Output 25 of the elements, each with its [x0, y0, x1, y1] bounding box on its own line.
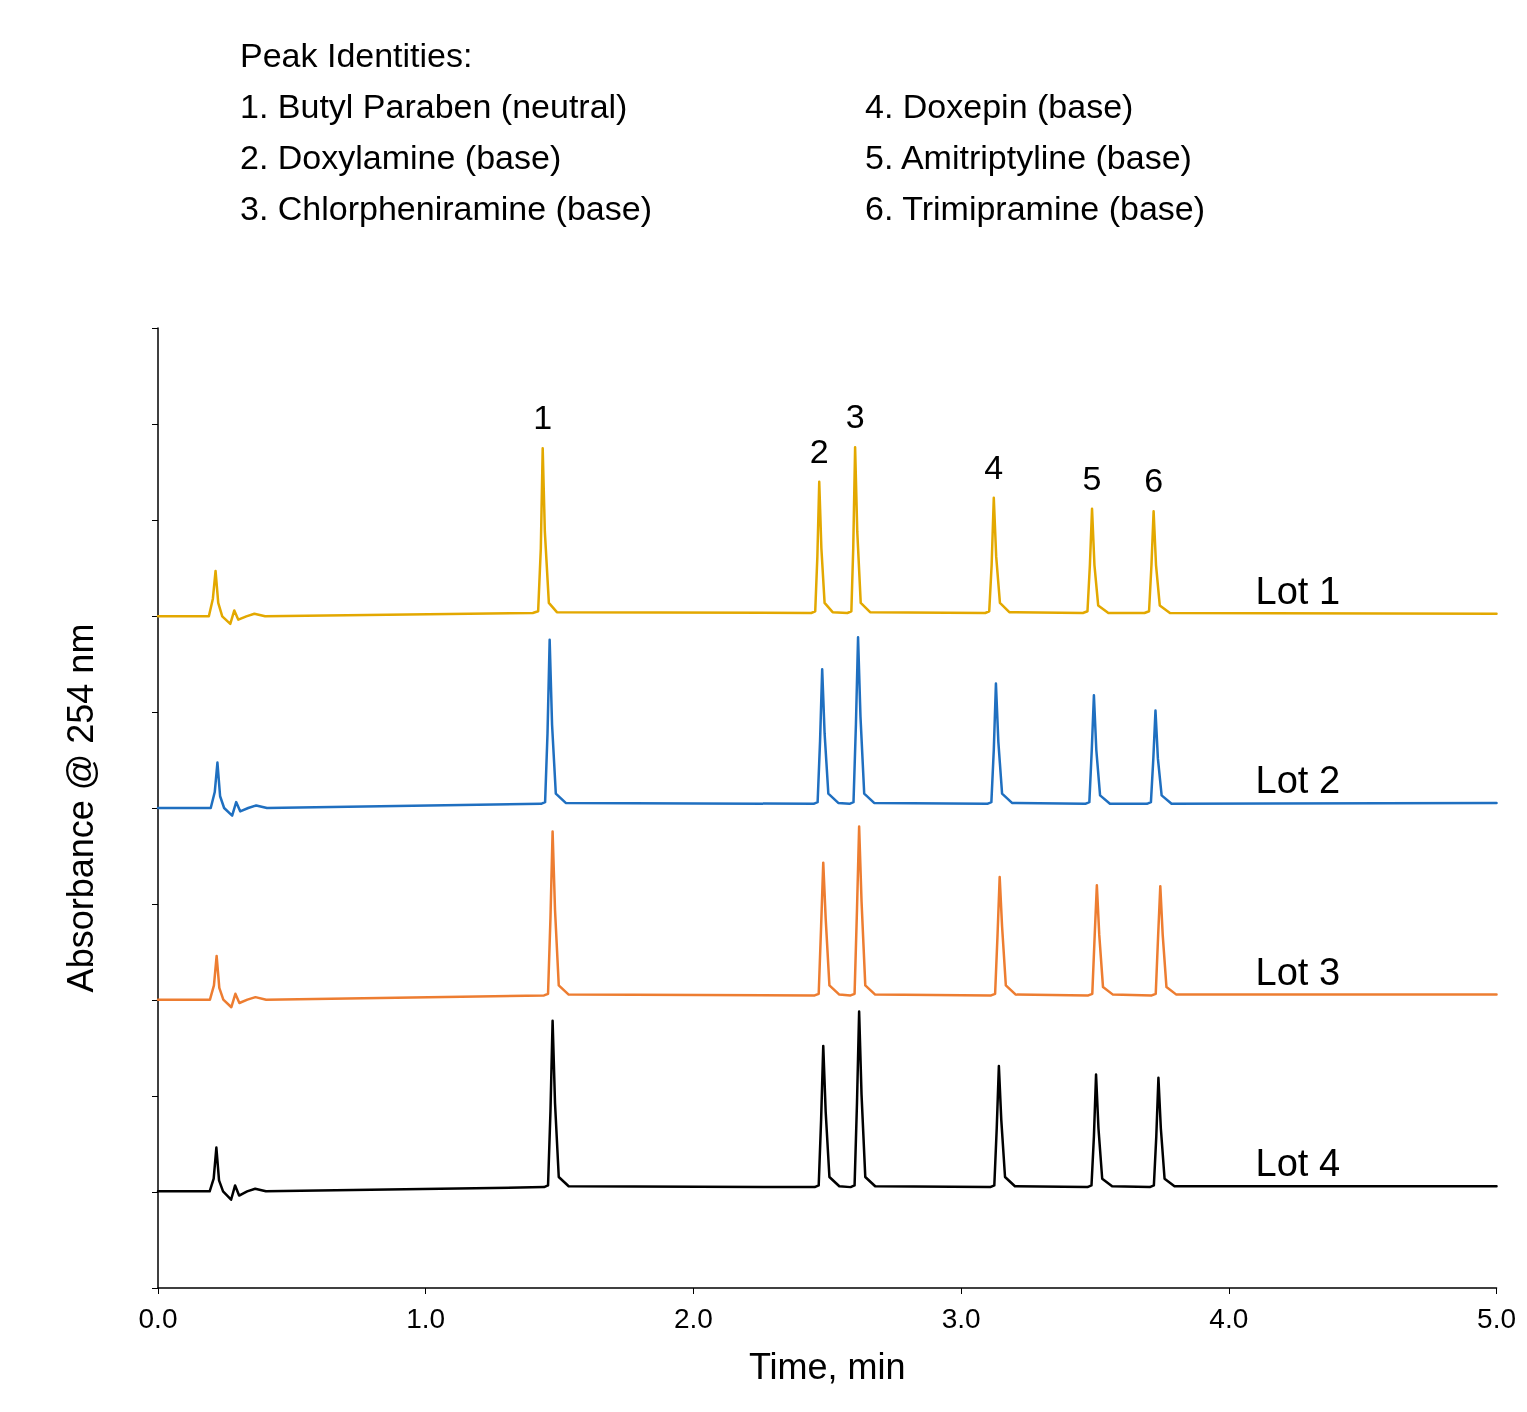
- annotation: 1: [533, 398, 553, 437]
- series-label: Lot 3: [1255, 950, 1341, 993]
- text: 5. Amitriptyline (base): [865, 137, 1193, 178]
- x-tick-label: 0.0: [138, 1302, 178, 1334]
- series-label: Lot 1: [1255, 569, 1341, 612]
- series-label: Lot 4: [1255, 1142, 1341, 1185]
- text: 1. Butyl Paraben (neutral): [240, 86, 629, 127]
- annotation: 4: [984, 447, 1004, 486]
- annotation: 5: [1082, 458, 1102, 497]
- x-axis-title: Time, min: [748, 1345, 906, 1387]
- text: Peak Identities:: [240, 35, 474, 76]
- annotation: 6: [1144, 461, 1164, 500]
- text: 2. Doxylamine (base): [240, 137, 563, 178]
- x-tick-label: 3.0: [941, 1302, 981, 1334]
- x-tick-label: 1.0: [406, 1302, 446, 1334]
- series-label: Lot 2: [1255, 758, 1341, 801]
- text: 6. Trimipramine (base): [865, 188, 1207, 229]
- y-axis-title: Absorbance @ 254 nm: [59, 623, 101, 993]
- annotation: 3: [845, 397, 865, 436]
- text: 4. Doxepin (base): [865, 86, 1135, 127]
- x-tick-label: 2.0: [673, 1302, 713, 1334]
- x-tick-label: 5.0: [1477, 1302, 1517, 1334]
- text: 3. Chlorpheniramine (base): [240, 188, 653, 229]
- x-tick-label: 4.0: [1209, 1302, 1249, 1334]
- annotation: 2: [809, 431, 829, 470]
